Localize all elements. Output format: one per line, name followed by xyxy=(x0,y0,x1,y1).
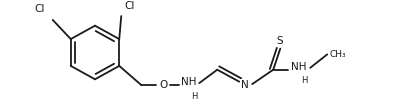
Text: H: H xyxy=(191,92,198,101)
Text: NH: NH xyxy=(292,62,307,72)
Text: CH₃: CH₃ xyxy=(329,50,346,59)
Text: S: S xyxy=(276,36,282,46)
Text: N: N xyxy=(241,80,249,90)
Text: H: H xyxy=(301,76,308,85)
Text: Cl: Cl xyxy=(124,1,134,11)
Text: Cl: Cl xyxy=(34,4,45,14)
Text: O: O xyxy=(159,80,167,90)
Text: NH: NH xyxy=(182,77,197,87)
